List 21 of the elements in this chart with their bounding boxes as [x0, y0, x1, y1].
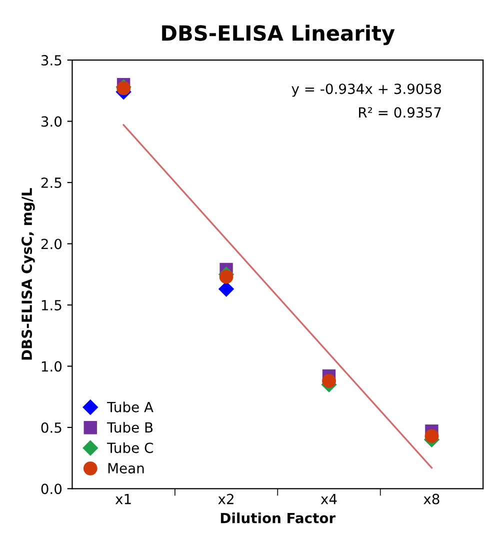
y-tick-label: 0.0: [41, 484, 62, 494]
y-tick-label: 0.5: [41, 422, 62, 433]
x-tick-label: x8: [424, 494, 440, 504]
x-tick-label: x4: [320, 494, 337, 504]
x-tick-label: x2: [218, 494, 234, 504]
y-tick-label: 1.5: [42, 300, 62, 310]
legend-label: Tube A: [107, 402, 154, 412]
y-tick-label: 2.0: [41, 238, 62, 250]
annotation: R² = 0.9357: [359, 107, 441, 118]
y-axis-title: DBS-ELISA CysC, mg/L: [22, 188, 35, 360]
legend-label: Tube B: [107, 422, 153, 433]
y-tick-label: 2.5: [41, 177, 62, 188]
legend-label: Tube C: [107, 442, 153, 454]
y-tick-label: 3.5: [41, 55, 62, 66]
x-tick-label: x1: [115, 494, 131, 504]
chart-title: DBS-ELISA Linearity: [162, 24, 395, 46]
x-axis-title: Dilution Factor: [220, 512, 336, 524]
y-tick-label: 3.0: [41, 116, 62, 127]
annotation: y = -0.934x + 3.9058: [292, 84, 442, 97]
y-tick-label: 1.0: [42, 361, 62, 372]
legend-label: Mean: [108, 463, 144, 474]
